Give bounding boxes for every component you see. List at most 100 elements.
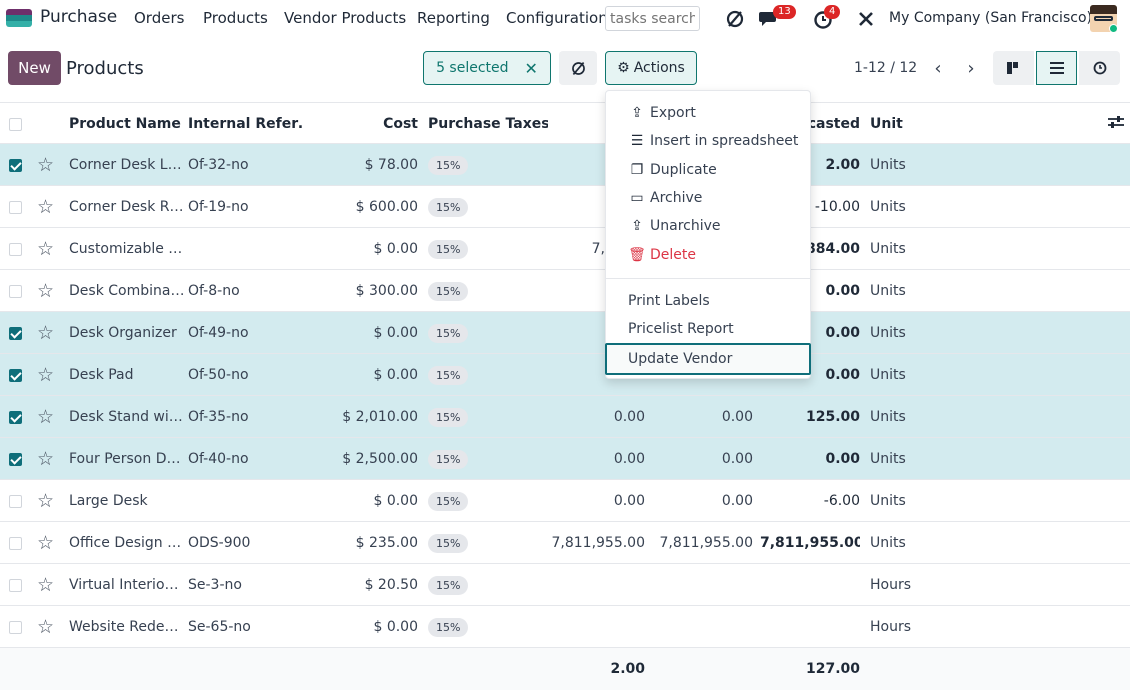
cell-forecasted: 7,811,955.00: [760, 535, 860, 551]
menu-item-print-labels[interactable]: Print Labels: [628, 293, 710, 309]
favorite-star-icon[interactable]: ☆: [37, 490, 55, 512]
favorite-star-icon[interactable]: ☆: [37, 322, 55, 344]
row-checkbox[interactable]: [9, 327, 22, 340]
row-checkbox[interactable]: [9, 285, 22, 298]
cell-product-name[interactable]: Virtual Interio…: [69, 577, 179, 593]
menu-item-label: Delete: [650, 246, 696, 263]
app-name[interactable]: Purchase: [40, 7, 118, 27]
cell-on-hand: [545, 564, 645, 606]
messages-icon[interactable]: [758, 8, 782, 30]
header-unit[interactable]: Unit: [870, 116, 903, 132]
tasks-search-input[interactable]: [605, 6, 700, 31]
refresh-tasks-icon[interactable]: [724, 8, 746, 30]
table-row[interactable]: ☆ Corner Desk R… Of-19-no $ 600.00 15% -10.00…: [0, 186, 1130, 228]
header-purchase-taxes[interactable]: Purchase Taxes: [428, 116, 548, 132]
row-checkbox[interactable]: [9, 201, 22, 214]
actions-button[interactable]: ⚙ Actions: [605, 51, 697, 85]
select-all-checkbox[interactable]: [9, 118, 22, 131]
menu-item-archive[interactable]: ▭ Archive: [606, 184, 810, 212]
menu-vendor-products[interactable]: Vendor Products: [284, 9, 407, 27]
cell-product-name[interactable]: Desk Organizer: [69, 325, 177, 341]
table-row[interactable]: ☆Customizable …$ 0.0015%7,811,8,884.00Un…: [0, 228, 1130, 270]
menu-orders[interactable]: Orders: [134, 9, 185, 27]
user-avatar[interactable]: [1090, 5, 1117, 32]
company-switcher[interactable]: My Company (San Francisco): [889, 10, 1092, 26]
cell-product-name[interactable]: Website Rede…: [69, 619, 179, 635]
menu-item-insert-in-spreadsheet[interactable]: ☰ Insert in spreadsheet: [606, 127, 810, 155]
reload-button[interactable]: [559, 51, 597, 85]
cell-product-name[interactable]: Large Desk: [69, 493, 148, 509]
pager-next-icon[interactable]: ›: [967, 57, 975, 79]
cell-product-name[interactable]: Office Design …: [69, 535, 182, 551]
optional-columns-icon[interactable]: [1108, 103, 1124, 145]
favorite-star-icon[interactable]: ☆: [37, 574, 55, 596]
menu-reporting[interactable]: Reporting: [417, 9, 490, 27]
header-cost[interactable]: Cost: [383, 116, 418, 132]
favorite-star-icon[interactable]: ☆: [37, 238, 55, 260]
favorite-star-icon[interactable]: ☆: [37, 532, 55, 554]
cell-product-name[interactable]: Desk Pad: [69, 367, 134, 383]
table-row[interactable]: ☆ Desk Pad Of-50-no $ 0.00 15% 0.00 Units: [0, 354, 1130, 396]
row-checkbox[interactable]: [9, 495, 22, 508]
row-checkbox[interactable]: [9, 159, 22, 172]
pager-previous-icon[interactable]: ‹: [934, 57, 942, 79]
row-checkbox[interactable]: [9, 243, 22, 256]
cell-product-name[interactable]: Desk Stand wi…: [69, 409, 183, 425]
menu-products[interactable]: Products: [203, 9, 268, 27]
kanban-view-button[interactable]: [993, 51, 1034, 85]
table-row[interactable]: ☆ Desk Organizer Of-49-no $ 0.00 15% 0.00 Unit…: [0, 312, 1130, 354]
list-view-button[interactable]: [1036, 51, 1077, 85]
cell-product-name[interactable]: Desk Combina…: [69, 283, 184, 299]
table-row[interactable]: ☆ Website Rede… Se-65-no $ 0.00 15% Hours: [0, 606, 1130, 648]
activity-view-button[interactable]: [1079, 51, 1120, 85]
purchase-app-icon[interactable]: [6, 9, 32, 27]
row-checkbox[interactable]: [9, 369, 22, 382]
table-row[interactable]: ☆Desk Combina…Of-8-no$ 300.0015%20.00Uni…: [0, 270, 1130, 312]
table-row[interactable]: ☆ Four Person D… Of-40-no $ 2,500.00 15% 0.00…: [0, 438, 1130, 480]
row-checkbox[interactable]: [9, 621, 22, 634]
header-forecasted[interactable]: ecasted: [798, 116, 860, 132]
row-checkbox[interactable]: [9, 537, 22, 550]
favorite-star-icon[interactable]: ☆: [37, 406, 55, 428]
pager-value[interactable]: 1-12 / 12: [854, 60, 918, 76]
table-row[interactable]: ☆ Office Design … ODS-900 $ 235.00 15% 7,811,…: [0, 522, 1130, 564]
cell-forecasted: 0.00: [825, 451, 860, 467]
menu-item-update-vendor[interactable]: Update Vendor: [605, 343, 811, 375]
clear-selection-icon[interactable]: ✕: [524, 58, 538, 78]
header-internal-reference[interactable]: Internal Refer…: [188, 116, 303, 132]
tools-icon[interactable]: [855, 8, 877, 30]
favorite-star-icon[interactable]: ☆: [37, 364, 55, 386]
menu-item-duplicate[interactable]: ❐ Duplicate: [606, 156, 810, 184]
row-checkbox[interactable]: [9, 453, 22, 466]
activities-clock-icon[interactable]: [812, 8, 834, 30]
favorite-star-icon[interactable]: ☆: [37, 448, 55, 470]
menu-item-unarchive[interactable]: ⇪ Unarchive: [606, 212, 810, 240]
table-row[interactable]: ☆ Large Desk $ 0.00 15% 0.00 0.00 -6.00 Units: [0, 480, 1130, 522]
row-checkbox[interactable]: [9, 411, 22, 424]
cell-product-name[interactable]: Four Person D…: [69, 451, 181, 467]
cell-purchase-taxes: 15%: [428, 564, 548, 606]
cell-cost: $ 0.00: [373, 241, 418, 257]
cell-unit: Units: [870, 493, 906, 509]
cell-cost: $ 0.00: [373, 619, 418, 635]
cell-product-name[interactable]: Corner Desk L…: [69, 157, 182, 173]
table-row[interactable]: ☆ Desk Stand wi… Of-35-no $ 2,010.00 15% 0.00…: [0, 396, 1130, 438]
unarchive-icon: ⇪: [631, 218, 643, 235]
cell-product-name[interactable]: Corner Desk R…: [69, 199, 184, 215]
menu-configuration[interactable]: Configuration: [506, 9, 608, 27]
selection-indicator[interactable]: 5 selected ✕: [423, 51, 551, 85]
new-button[interactable]: New: [8, 51, 61, 85]
menu-item-delete[interactable]: 🗑 Delete: [606, 241, 810, 269]
menu-item-export[interactable]: ⇪ Export: [606, 99, 810, 127]
cell-product-name[interactable]: Customizable …: [69, 241, 183, 257]
header-product-name[interactable]: Product Name: [69, 116, 181, 132]
favorite-star-icon[interactable]: ☆: [37, 154, 55, 176]
menu-item-pricelist-report[interactable]: Pricelist Report: [628, 321, 734, 337]
favorite-star-icon[interactable]: ☆: [37, 280, 55, 302]
table-row[interactable]: ☆ Virtual Interio… Se-3-no $ 20.50 15% Hours: [0, 564, 1130, 606]
row-checkbox[interactable]: [9, 579, 22, 592]
table-row[interactable]: ☆ Corner Desk L… Of-32-no $ 78.00 15% 2.00 Uni…: [0, 144, 1130, 186]
cell-internal-reference: Of-50-no: [188, 367, 249, 383]
favorite-star-icon[interactable]: ☆: [37, 196, 55, 218]
favorite-star-icon[interactable]: ☆: [37, 616, 55, 638]
